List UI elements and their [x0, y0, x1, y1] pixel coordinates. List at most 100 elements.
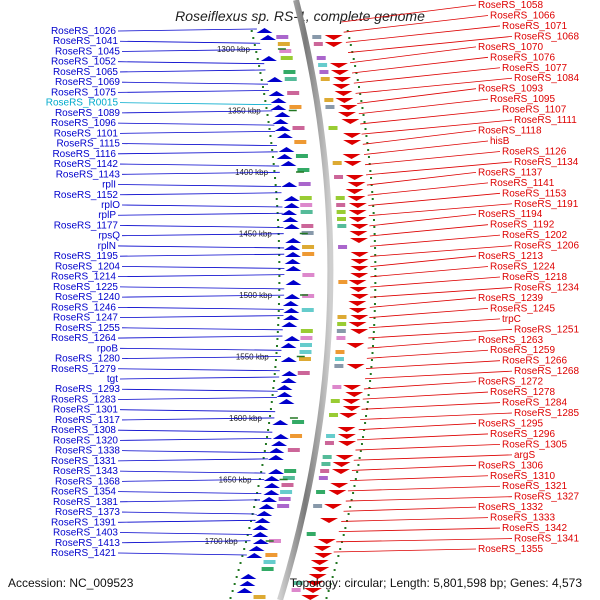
right-gene-label[interactable]: RoseRS_1118	[478, 126, 542, 137]
left-gene-label[interactable]: RoseRS_1301	[53, 405, 118, 416]
right-gene-label[interactable]: trpC	[502, 314, 521, 325]
right-gene-label[interactable]: RoseRS_1321	[502, 481, 567, 492]
left-gene-label[interactable]: RoseRS_1177	[54, 220, 119, 231]
right-gene-label[interactable]: RoseRS_1066	[490, 10, 555, 21]
left-gene-label[interactable]: RoseRS_1308	[51, 425, 116, 436]
right-gene-label[interactable]: argS	[514, 450, 535, 461]
left-gene-label[interactable]: RoseRS_1338	[55, 446, 120, 457]
left-gene-label[interactable]: RoseRS_1320	[53, 435, 118, 446]
left-gene-label[interactable]: rpoB	[97, 343, 118, 354]
left-gene-label[interactable]: RoseRS_1421	[51, 548, 116, 559]
right-gene-label[interactable]: RoseRS_1206	[514, 241, 579, 252]
right-gene-label[interactable]: RoseRS_1137	[478, 167, 543, 178]
right-gene-label[interactable]: RoseRS_1202	[502, 230, 567, 241]
left-gene-label[interactable]: rplO	[101, 200, 120, 211]
left-gene-label[interactable]: RoseRS_1041	[53, 36, 118, 47]
left-gene-label[interactable]: RoseRS_1293	[55, 384, 120, 395]
left-gene-label[interactable]: RoseRS_1143	[56, 169, 121, 180]
left-gene-label[interactable]: RoseRS_1391	[51, 517, 116, 528]
right-gene-label[interactable]: RoseRS_1239	[478, 293, 543, 304]
right-gene-label[interactable]: RoseRS_1306	[478, 460, 543, 471]
right-gene-label[interactable]: RoseRS_1134	[514, 157, 579, 168]
right-gene-label[interactable]: RoseRS_1234	[514, 282, 579, 293]
right-gene-label[interactable]: RoseRS_1071	[502, 21, 567, 32]
left-gene-label[interactable]: rplN	[98, 241, 116, 252]
right-gene-label[interactable]: RoseRS_1213	[478, 251, 543, 262]
right-gene-label[interactable]: RoseRS_1141	[490, 178, 555, 189]
left-gene-label[interactable]: RoseRS_1045	[55, 46, 120, 57]
left-gene-label[interactable]: RoseRS_1403	[53, 528, 118, 539]
right-gene-label[interactable]: RoseRS_1070	[478, 42, 543, 53]
right-gene-label[interactable]: RoseRS_1194	[478, 209, 543, 220]
left-gene-label[interactable]: RoseRS_1142	[54, 159, 119, 170]
right-gene-label[interactable]: RoseRS_1111	[514, 115, 577, 126]
right-gene-label[interactable]: RoseRS_1355	[478, 544, 543, 555]
right-gene-label[interactable]: RoseRS_1224	[490, 262, 555, 273]
right-gene-label[interactable]: RoseRS_1342	[502, 523, 567, 534]
left-gene-label[interactable]: RoseRS_1317	[55, 415, 120, 426]
left-gene-label[interactable]: RoseRS_1115	[56, 139, 120, 150]
left-gene-label[interactable]: RoseRS_1283	[51, 394, 116, 405]
right-gene-label[interactable]: RoseRS_1218	[502, 272, 567, 283]
left-gene-label[interactable]: RoseRS_1280	[55, 354, 120, 365]
right-gene-label[interactable]: RoseRS_1278	[490, 387, 555, 398]
left-gene-label[interactable]: RoseRS_1116	[52, 149, 116, 160]
left-gene-label[interactable]: RoseRS_1225	[53, 282, 118, 293]
right-gene-label[interactable]: RoseRS_1332	[478, 502, 543, 513]
left-gene-label[interactable]: RoseRS_1279	[51, 364, 116, 375]
left-gene-label[interactable]: rpsQ	[98, 231, 120, 242]
right-gene-label[interactable]: RoseRS_1266	[502, 356, 567, 367]
left-gene-label[interactable]: RoseRS_1381	[53, 497, 118, 508]
left-gene-label[interactable]: RoseRS_1204	[55, 261, 120, 272]
right-gene-label[interactable]: RoseRS_1084	[514, 73, 579, 84]
right-gene-label[interactable]: RoseRS_1272	[478, 377, 543, 388]
left-gene-label[interactable]: rplP	[98, 210, 116, 221]
right-gene-label[interactable]: RoseRS_1259	[490, 345, 555, 356]
left-gene-label[interactable]: RoseRS_1343	[53, 466, 118, 477]
right-gene-label[interactable]: RoseRS_1305	[502, 439, 567, 450]
left-gene-label[interactable]: RoseRS_1264	[51, 333, 116, 344]
right-gene-label[interactable]: RoseRS_1295	[478, 418, 543, 429]
left-gene-label[interactable]: RoseRS_1246	[51, 302, 116, 313]
left-gene-label[interactable]: RoseRS_1052	[51, 57, 116, 68]
left-gene-label[interactable]: RoseRS_1214	[51, 272, 116, 283]
left-gene-label[interactable]: RoseRS_1331	[51, 456, 116, 467]
right-gene-label[interactable]: RoseRS_1263	[478, 335, 543, 346]
right-gene-label[interactable]: RoseRS_1251	[514, 324, 579, 335]
left-gene-label[interactable]: RoseRS_1069	[55, 77, 120, 88]
right-gene-label[interactable]: RoseRS_1284	[502, 398, 567, 409]
right-gene-label[interactable]: RoseRS_1296	[490, 429, 555, 440]
right-gene-label[interactable]: RoseRS_1093	[478, 84, 543, 95]
right-gene-label[interactable]: hisB	[490, 136, 510, 147]
left-gene-label[interactable]: RoseRS_1413	[55, 538, 120, 549]
right-gene-label[interactable]: RoseRS_1077	[502, 63, 567, 74]
right-gene-label[interactable]: RoseRS_1268	[514, 366, 579, 377]
right-gene-label[interactable]: RoseRS_1245	[490, 303, 555, 314]
left-gene-label[interactable]: RoseRS_1373	[55, 507, 120, 518]
left-gene-label[interactable]: rplI	[102, 180, 116, 191]
left-gene-label[interactable]: RoseRS_1065	[53, 67, 118, 78]
right-gene-label[interactable]: RoseRS_1333	[490, 513, 555, 524]
right-gene-label[interactable]: RoseRS_1327	[514, 492, 579, 503]
right-gene-label[interactable]: RoseRS_1126	[502, 146, 567, 157]
right-gene-label[interactable]: RoseRS_1058	[478, 0, 543, 11]
left-gene-label[interactable]: RoseRS_1026	[51, 26, 116, 37]
right-gene-label[interactable]: RoseRS_1285	[514, 408, 579, 419]
right-gene-label[interactable]: RoseRS_1095	[490, 94, 555, 105]
right-gene-label[interactable]: RoseRS_1068	[514, 31, 579, 42]
left-gene-label[interactable]: RoseRS_1368	[55, 476, 120, 487]
left-gene-label[interactable]: RoseRS_1152	[54, 190, 119, 201]
left-gene-label[interactable]: RoseRS_1101	[54, 128, 119, 139]
right-gene-label[interactable]: RoseRS_1192	[490, 220, 555, 231]
left-gene-label[interactable]: RoseRS_1195	[54, 251, 119, 262]
left-gene-label[interactable]: RoseRS_1240	[55, 292, 120, 303]
right-gene-label[interactable]: RoseRS_1107	[502, 105, 567, 116]
right-gene-label[interactable]: RoseRS_1076	[490, 52, 555, 63]
left-gene-label[interactable]: RoseRS_1247	[53, 313, 118, 324]
left-gene-label[interactable]: RoseRS_1089	[55, 108, 120, 119]
right-gene-label[interactable]: RoseRS_1310	[490, 471, 555, 482]
left-gene-label[interactable]: tgt	[107, 374, 118, 385]
left-gene-label[interactable]: RoseRS_1096	[51, 118, 116, 129]
left-gene-label[interactable]: RoseRS_1075	[51, 87, 116, 98]
left-gene-label[interactable]: RoseRS_1255	[55, 323, 120, 334]
